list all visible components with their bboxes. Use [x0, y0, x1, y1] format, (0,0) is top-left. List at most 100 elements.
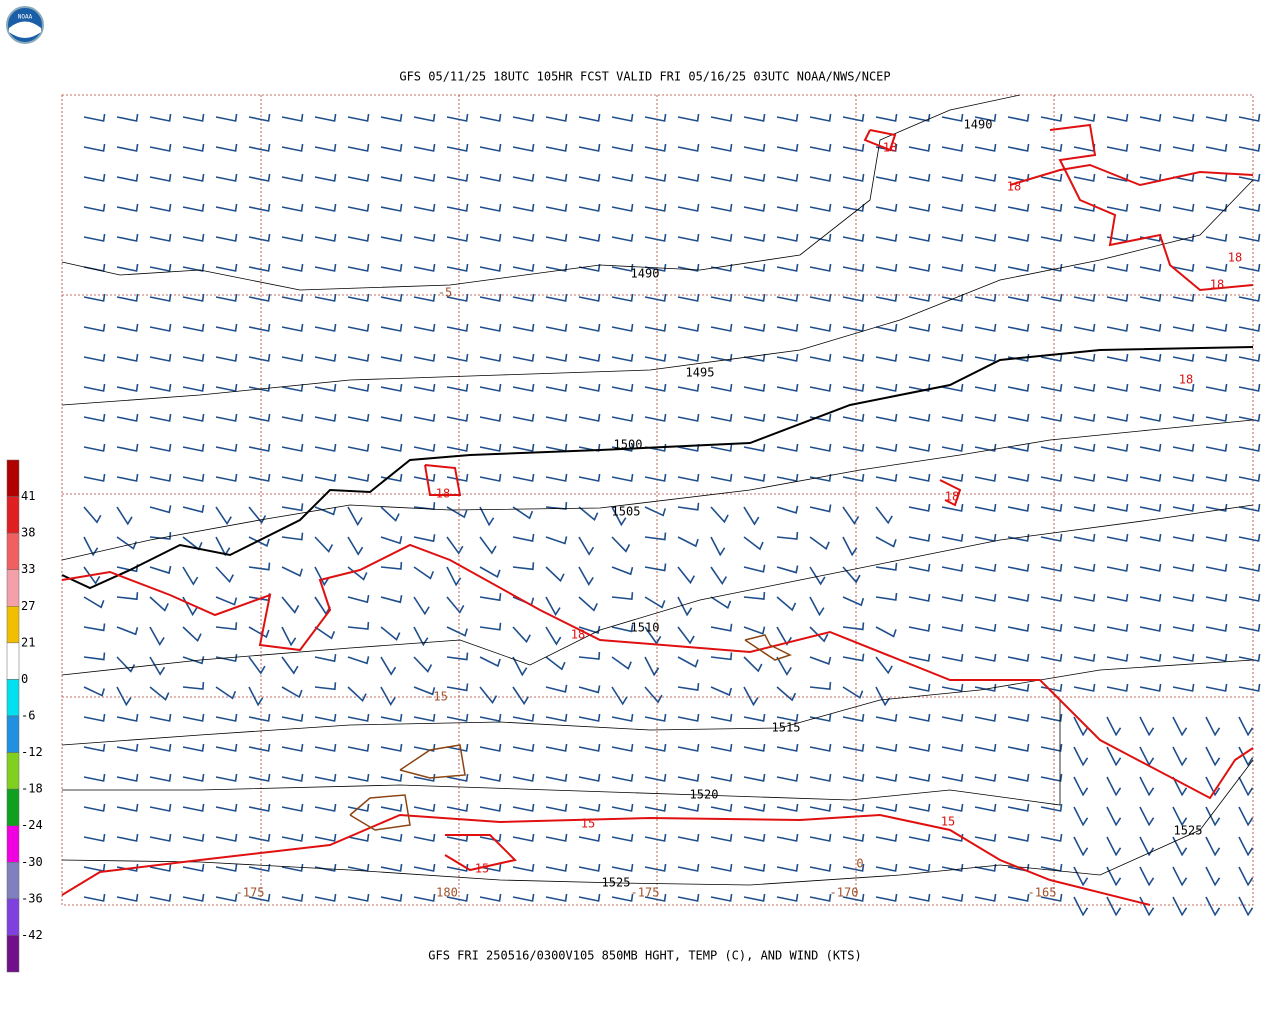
wind-barb	[710, 506, 729, 524]
wind-barb	[215, 443, 238, 452]
wind-barb	[1238, 263, 1261, 272]
wind-barb	[248, 773, 271, 782]
wind-barb	[776, 203, 799, 212]
wind-barb	[1172, 533, 1195, 542]
temp-label: 18	[1210, 278, 1224, 292]
wind-barb	[941, 203, 964, 212]
wind-barb	[1040, 773, 1063, 782]
wind-barb	[248, 173, 271, 182]
wind-barb	[149, 353, 172, 362]
colorbar-cell	[6, 715, 20, 753]
wind-barb	[1139, 383, 1162, 392]
wind-barb	[974, 803, 997, 812]
wind-barb	[347, 594, 370, 604]
wind-barb	[875, 443, 898, 452]
wind-barb	[776, 233, 799, 242]
wind-barb	[644, 113, 667, 122]
wind-barb	[512, 743, 535, 752]
wind-barb	[875, 773, 898, 782]
wind-barb	[1106, 173, 1129, 182]
wind-barb	[314, 833, 337, 842]
wind-barb	[512, 686, 529, 706]
wind-barb	[380, 833, 403, 842]
wind-barb	[677, 353, 700, 362]
wind-barb	[644, 713, 667, 722]
wind-barb	[908, 773, 931, 782]
wind-barb	[710, 383, 733, 392]
wind-barb	[611, 803, 634, 812]
wind-barb	[1172, 293, 1195, 302]
wind-barb	[941, 233, 964, 242]
wind-barb	[941, 683, 964, 692]
wind-barb	[710, 652, 733, 661]
wind-barb	[182, 566, 199, 586]
height-label: 1505	[612, 505, 641, 519]
wind-barb	[1040, 503, 1063, 512]
wind-barb	[380, 536, 403, 545]
wind-barb	[908, 263, 931, 272]
wind-barb	[1073, 293, 1096, 302]
wind-barb	[908, 233, 931, 242]
wind-barb	[545, 473, 568, 482]
wind-barb	[1007, 443, 1030, 452]
wind-barb	[644, 863, 667, 872]
wind-barb	[611, 773, 634, 782]
wind-barb	[314, 173, 337, 182]
wind-barb	[1106, 563, 1129, 572]
wind-barb	[1106, 746, 1122, 767]
wind-barb	[479, 893, 502, 902]
wind-barb	[215, 713, 238, 722]
wind-barb	[446, 383, 469, 392]
colorbar-cell	[6, 532, 20, 570]
wind-barb	[776, 743, 799, 752]
wind-barb	[1139, 203, 1162, 212]
wind-barb	[941, 713, 964, 722]
wind-barb	[215, 173, 238, 182]
wind-barb	[578, 833, 601, 842]
wind-barb	[1073, 593, 1096, 602]
wind-barb	[1172, 413, 1195, 422]
wind-barb	[611, 413, 634, 422]
wind-barb	[149, 893, 172, 902]
wind-barb	[83, 113, 106, 122]
wind-barb	[248, 413, 271, 422]
wind-barb	[677, 626, 695, 645]
wind-barb	[512, 143, 535, 152]
wind-barb	[809, 173, 832, 182]
wind-barb	[842, 653, 865, 662]
wind-barb	[182, 323, 205, 332]
wind-barb	[776, 596, 797, 612]
wind-barb	[578, 566, 594, 587]
wind-barb	[644, 596, 666, 609]
wind-barb	[578, 803, 601, 812]
wind-barb	[578, 625, 601, 634]
wind-barb	[314, 113, 337, 122]
wind-barb	[743, 473, 766, 482]
temp-contour	[1009, 163, 1254, 187]
wind-barb	[1205, 623, 1228, 632]
wind-barb	[1238, 233, 1261, 242]
wind-barb	[578, 173, 601, 182]
wind-barb	[314, 713, 337, 722]
wind-barb	[149, 233, 172, 242]
wind-barb	[446, 473, 469, 482]
wind-barb	[281, 743, 304, 752]
wind-barb	[974, 353, 997, 362]
wind-barb	[281, 713, 304, 722]
wind-barb	[611, 566, 634, 576]
wind-barb	[1238, 563, 1261, 572]
wind-barb	[743, 353, 766, 362]
wind-barb	[215, 413, 238, 422]
wind-barb	[182, 113, 205, 122]
wind-barb	[446, 773, 469, 782]
wind-barb	[116, 353, 139, 362]
wind-barb	[974, 113, 997, 122]
wind-barb	[347, 803, 370, 812]
wind-barb	[908, 563, 931, 572]
wind-barb	[611, 536, 631, 553]
wind-barb	[281, 323, 304, 332]
wind-barb	[974, 233, 997, 242]
wind-barb	[83, 233, 106, 242]
wind-barb	[545, 684, 568, 693]
map-layer: 1490149014951500150515101515152015251525…	[6, 94, 1261, 973]
